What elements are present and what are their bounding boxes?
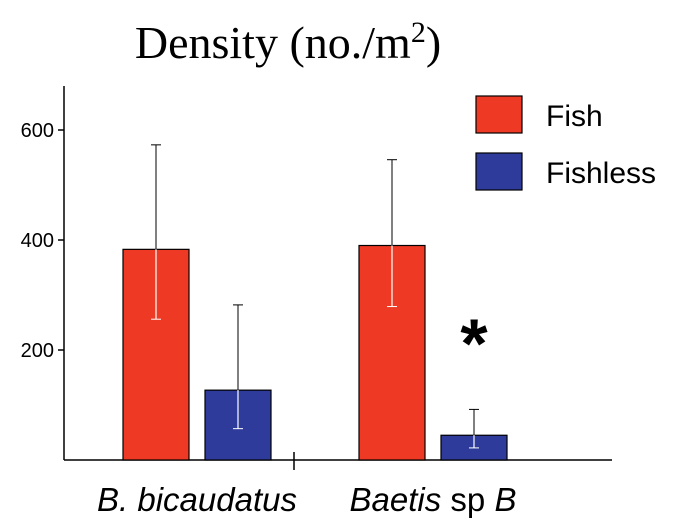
category-label-part: sp	[441, 481, 494, 518]
legend-label-fish: Fish	[546, 100, 603, 133]
chart-title-superscript: 2	[411, 16, 426, 49]
chart-title-main: Density (no./m	[135, 17, 411, 68]
legend-swatch-fishless	[475, 152, 523, 191]
y-tick-label: 600	[21, 120, 54, 142]
category-label-part: B. bicaudatus	[97, 481, 297, 518]
category-label-0: B. bicaudatus	[97, 481, 297, 518]
axes: 200 400 600	[21, 86, 612, 470]
category-label-part: Baetis	[350, 481, 442, 518]
bar-fish-1	[358, 244, 426, 461]
legend-swatch-fish	[475, 95, 523, 134]
category-labels: B. bicaudatus Baetis sp B	[97, 481, 516, 518]
bars: *	[122, 144, 508, 461]
y-tick-label: 400	[21, 230, 54, 252]
legend: Fish Fishless	[475, 95, 656, 191]
legend-label-fishless: Fishless	[546, 157, 656, 190]
category-label-1: Baetis sp B	[350, 481, 517, 518]
y-tick-label: 200	[21, 340, 54, 362]
category-label-part: B	[494, 481, 516, 518]
chart-title-close: )	[426, 17, 441, 68]
significance-star: *	[460, 304, 488, 382]
chart-title: Density (no./m2)	[135, 16, 441, 68]
